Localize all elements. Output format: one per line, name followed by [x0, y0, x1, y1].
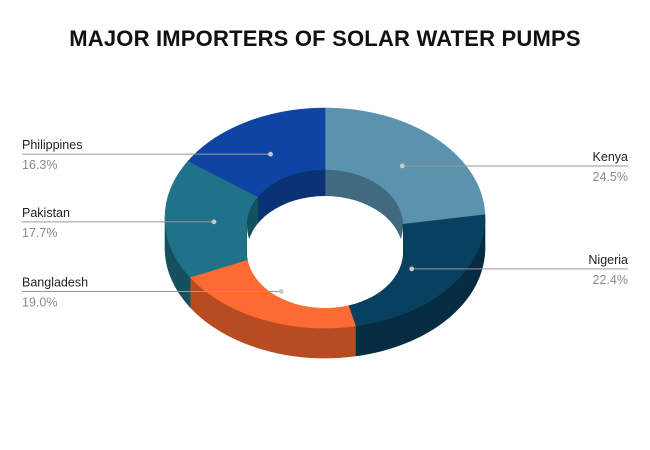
donut-top-faces: [164, 107, 486, 329]
hole-front: [247, 226, 403, 308]
leader-dot-pakistan: [211, 219, 217, 225]
chart-title: MAJOR IMPORTERS OF SOLAR WATER PUMPS: [69, 26, 581, 51]
leader-dot-nigeria: [409, 266, 415, 272]
label-pakistan: Pakistan: [22, 206, 70, 220]
label-nigeria: Nigeria: [588, 253, 628, 267]
label-bangladesh: Bangladesh: [22, 275, 88, 289]
leader-dot-philippines: [268, 151, 273, 157]
donut-hole: [246, 169, 404, 308]
donut-labels: Kenya 24.5% Nigeria 22.4% Bangladesh 19.0% Pak…: [22, 138, 628, 309]
value-label-bangladesh: 19.0%: [22, 295, 57, 309]
value-label-nigeria: 22.4%: [593, 273, 628, 287]
value-label-pakistan: 17.7%: [22, 226, 57, 240]
value-label-kenya: 24.5%: [593, 170, 628, 184]
label-philippines: Philippines: [22, 138, 82, 152]
leader-dot-bangladesh: [278, 289, 284, 294]
value-label-philippines: 16.3%: [22, 158, 57, 172]
label-kenya: Kenya: [593, 150, 628, 164]
leader-dot-kenya: [399, 163, 405, 169]
